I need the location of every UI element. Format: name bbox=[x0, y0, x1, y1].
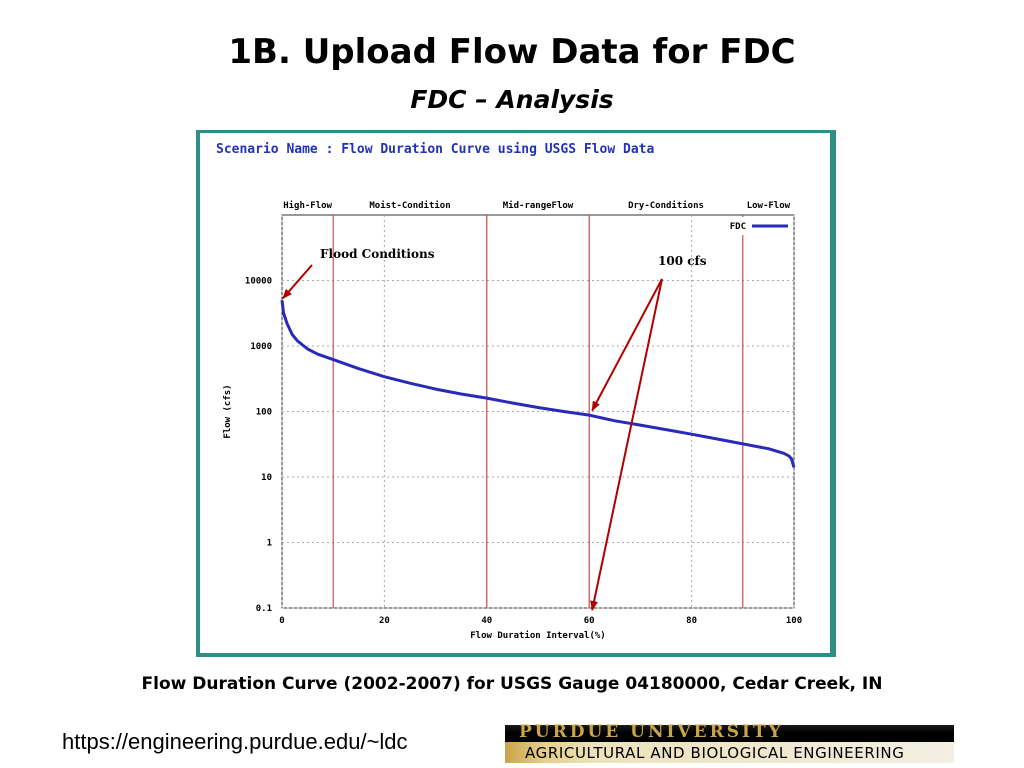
y-tick-label: 10 bbox=[261, 473, 272, 483]
legend-label: FDC bbox=[730, 222, 746, 232]
zone-label: Mid-rangeFlow bbox=[503, 200, 574, 211]
logo-name-band: PURDUE UNIVERSITY bbox=[505, 722, 954, 742]
chart-frame: Scenario Name : Flow Duration Curve usin… bbox=[196, 130, 836, 657]
chart-title: Scenario Name : Flow Duration Curve usin… bbox=[216, 142, 654, 157]
annotation-100-cfs: 100 cfs bbox=[658, 254, 707, 268]
logo-department-name: AGRICULTURAL AND BIOLOGICAL ENGINEERING bbox=[525, 744, 905, 762]
zone-label: Moist-Condition bbox=[369, 200, 450, 211]
source-url[interactable]: https://engineering.purdue.edu/~ldc bbox=[62, 729, 408, 754]
annotation-flood-conditions: Flood Conditions bbox=[320, 247, 435, 261]
annotation-arrow bbox=[590, 278, 663, 611]
x-axis-label: Flow Duration Interval(%) bbox=[470, 630, 605, 641]
y-tick-label: 0.1 bbox=[256, 604, 272, 614]
chart-panel: Scenario Name : Flow Duration Curve usin… bbox=[200, 133, 830, 653]
figure-caption: Flow Duration Curve (2002-2007) for USGS… bbox=[141, 674, 883, 694]
annotation-arrow bbox=[591, 278, 663, 412]
legend-box bbox=[710, 217, 792, 235]
x-tick-label: 80 bbox=[686, 616, 697, 626]
x-tick-label: 0 bbox=[279, 616, 284, 626]
y-tick-label: 1 bbox=[267, 539, 272, 549]
y-tick-label: 10000 bbox=[245, 277, 272, 287]
logo-department-band: AGRICULTURAL AND BIOLOGICAL ENGINEERING bbox=[505, 742, 954, 763]
series-line-fdc bbox=[280, 300, 796, 468]
y-tick-label: 1000 bbox=[250, 342, 272, 352]
zone-label: Low-Flow bbox=[747, 201, 791, 211]
slide-title: 1B. Upload Flow Data for FDC bbox=[228, 32, 796, 72]
purdue-abe-logo: PURDUE UNIVERSITY AGRICULTURAL AND BIOLO… bbox=[505, 722, 954, 763]
slide-subtitle: FDC – Analysis bbox=[410, 85, 614, 114]
annotation-arrow bbox=[282, 264, 313, 299]
zone-label: High-Flow bbox=[283, 200, 332, 211]
y-tick-label: 100 bbox=[256, 408, 272, 418]
x-tick-label: 20 bbox=[379, 616, 390, 626]
x-tick-label: 100 bbox=[786, 616, 802, 626]
x-tick-label: 40 bbox=[481, 616, 492, 626]
logo-university-name: PURDUE UNIVERSITY bbox=[519, 722, 784, 742]
flow-duration-chart: Scenario Name : Flow Duration Curve usin… bbox=[216, 142, 802, 641]
zone-label: Dry-Conditions bbox=[628, 200, 704, 211]
y-axis-label: Flow (cfs) bbox=[223, 384, 233, 438]
x-tick-label: 60 bbox=[584, 616, 595, 626]
